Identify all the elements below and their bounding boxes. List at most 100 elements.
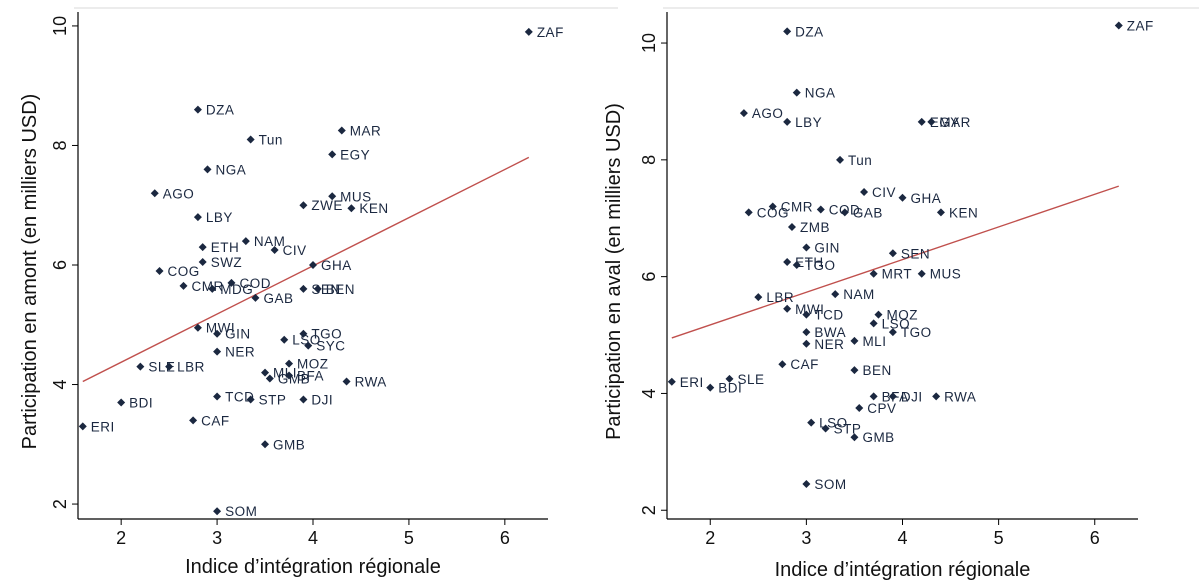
data-label: NER xyxy=(814,337,844,352)
data-label: DZA xyxy=(206,103,235,118)
data-point xyxy=(768,202,777,211)
data-point xyxy=(198,258,207,267)
data-label: DZA xyxy=(795,24,824,39)
data-label: CAF xyxy=(201,413,230,428)
data-point xyxy=(193,213,202,222)
x-axis-title: Indice d’intégration régionale xyxy=(775,559,1031,581)
y-tick-label: 8 xyxy=(50,140,70,150)
x-tick-label: 2 xyxy=(705,528,715,548)
data-point xyxy=(78,422,87,431)
data-label: KEN xyxy=(949,205,978,220)
y-tick-label: 6 xyxy=(639,272,659,282)
data-label: NER xyxy=(225,345,255,360)
y-axis-title: Participation en aval (en milliers USD) xyxy=(603,103,625,440)
data-point xyxy=(524,27,533,36)
data-label: AGO xyxy=(163,186,195,201)
y-tick-label: 6 xyxy=(50,260,70,270)
data-label: MOZ xyxy=(886,308,918,323)
data-label: ETH xyxy=(795,255,824,270)
data-label: LBR xyxy=(177,360,205,375)
data-point xyxy=(280,335,289,344)
data-point xyxy=(898,193,907,202)
data-label: NGA xyxy=(215,162,246,177)
data-label: SWZ xyxy=(211,255,243,270)
data-point xyxy=(198,243,207,252)
data-point xyxy=(261,368,270,377)
data-point xyxy=(328,150,337,159)
data-label: TGO xyxy=(805,258,836,273)
data-point xyxy=(807,418,816,427)
data-label: CAF xyxy=(790,357,819,372)
data-point xyxy=(309,260,317,269)
data-point xyxy=(189,416,198,425)
data-point xyxy=(927,117,936,126)
data-label: STP xyxy=(834,421,862,436)
data-label: KEN xyxy=(359,201,388,216)
x-tick-label: 6 xyxy=(500,528,510,548)
data-label: MDG xyxy=(220,282,253,297)
data-point xyxy=(888,392,897,401)
y-tick-label: 10 xyxy=(639,33,659,53)
data-label: ZAF xyxy=(1127,19,1154,34)
y-tick-label: 4 xyxy=(50,380,70,390)
data-point xyxy=(246,135,255,144)
data-label: GMB xyxy=(278,372,310,387)
data-point xyxy=(285,359,294,368)
data-label: ETH xyxy=(211,240,240,255)
data-point xyxy=(328,192,337,201)
data-point xyxy=(261,440,270,449)
x-axis-title: Indice d’intégration régionale xyxy=(185,556,441,578)
data-label: STP xyxy=(259,392,287,407)
data-point xyxy=(1114,21,1123,30)
x-tick-label: 3 xyxy=(801,528,811,548)
data-point xyxy=(932,392,941,401)
x-tick-label: 4 xyxy=(897,528,907,548)
data-point xyxy=(821,424,830,433)
data-label: AGO xyxy=(752,106,784,121)
data-point xyxy=(802,243,811,252)
data-label: LBY xyxy=(795,115,822,130)
data-point xyxy=(270,246,279,255)
data-point xyxy=(155,266,164,275)
data-point xyxy=(193,323,202,332)
data-label: MAR xyxy=(939,115,971,130)
data-point xyxy=(193,105,202,114)
data-point xyxy=(337,126,346,135)
data-point xyxy=(917,117,926,126)
data-label: GAB xyxy=(263,291,293,306)
data-point xyxy=(778,360,787,369)
data-point xyxy=(203,165,212,174)
data-point xyxy=(667,377,676,386)
data-label: SLE xyxy=(148,360,175,375)
data-label: SOM xyxy=(814,477,846,492)
data-label: NAM xyxy=(843,287,875,302)
data-point xyxy=(874,310,883,319)
data-label: MUS xyxy=(340,189,372,204)
data-label: COG xyxy=(757,205,789,220)
data-point xyxy=(783,27,792,36)
data-point xyxy=(869,269,878,278)
data-point xyxy=(265,374,274,383)
data-label: DJI xyxy=(901,389,923,404)
data-label: ZWE xyxy=(311,198,343,213)
data-point xyxy=(836,155,845,164)
data-point xyxy=(251,293,260,302)
data-label: GHA xyxy=(321,258,352,273)
data-point xyxy=(213,507,222,516)
data-label: TGO xyxy=(311,327,342,342)
data-point xyxy=(299,329,308,338)
data-label: TCD xyxy=(225,389,254,404)
x-tick-label: 2 xyxy=(116,528,126,548)
data-label: BEN xyxy=(862,363,891,378)
data-point xyxy=(313,284,322,293)
y-tick-label: 2 xyxy=(50,499,70,509)
data-label: SEN xyxy=(311,282,340,297)
x-tick-label: 6 xyxy=(1090,528,1100,548)
data-label: LSO xyxy=(292,333,321,348)
data-label: CPV xyxy=(867,401,896,416)
data-point xyxy=(285,371,294,380)
data-label: ERI xyxy=(680,375,704,390)
data-label: ZAF xyxy=(537,25,564,40)
data-label: CIV xyxy=(283,243,307,258)
